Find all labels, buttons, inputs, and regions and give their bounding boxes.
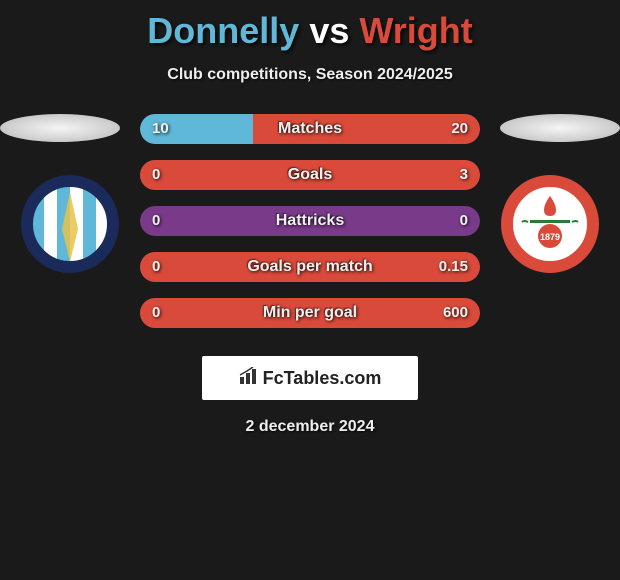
bar-label: Matches <box>140 114 480 144</box>
badge-shadow-left <box>0 114 120 142</box>
bar-chart-icon <box>239 367 261 390</box>
subtitle: Club competitions, Season 2024/2025 <box>0 66 620 84</box>
brand-logo: FcTables.com <box>239 367 382 390</box>
bar-label: Goals per match <box>140 252 480 282</box>
stat-bars: 1020Matches 03Goals 00Hattricks 00.15Goals … <box>140 114 480 344</box>
player1-name: Donnelly <box>147 10 299 51</box>
bar-label: Hattricks <box>140 206 480 236</box>
team-badge-right: 1879 <box>500 174 600 274</box>
comparison-content: 1879 1020Matches 03Goals 00Hattricks 00.15G… <box>0 114 620 334</box>
badge-shadow-right <box>500 114 620 142</box>
bar-label: Min per goal <box>140 298 480 328</box>
date-text: 2 december 2024 <box>0 418 620 436</box>
stat-bar-row: 00.15Goals per match <box>140 252 480 282</box>
stat-bar-row: 1020Matches <box>140 114 480 144</box>
svg-text:1879: 1879 <box>540 232 560 242</box>
player2-name: Wright <box>359 10 472 51</box>
team-badge-left <box>20 174 120 274</box>
stat-bar-row: 00Hattricks <box>140 206 480 236</box>
vs-text: vs <box>309 10 349 51</box>
comparison-title: Donnelly vs Wright <box>0 0 620 52</box>
bar-label: Goals <box>140 160 480 190</box>
brand-box: FcTables.com <box>202 356 418 400</box>
stat-bar-row: 03Goals <box>140 160 480 190</box>
brand-text: FcTables.com <box>263 368 382 389</box>
stat-bar-row: 0600Min per goal <box>140 298 480 328</box>
